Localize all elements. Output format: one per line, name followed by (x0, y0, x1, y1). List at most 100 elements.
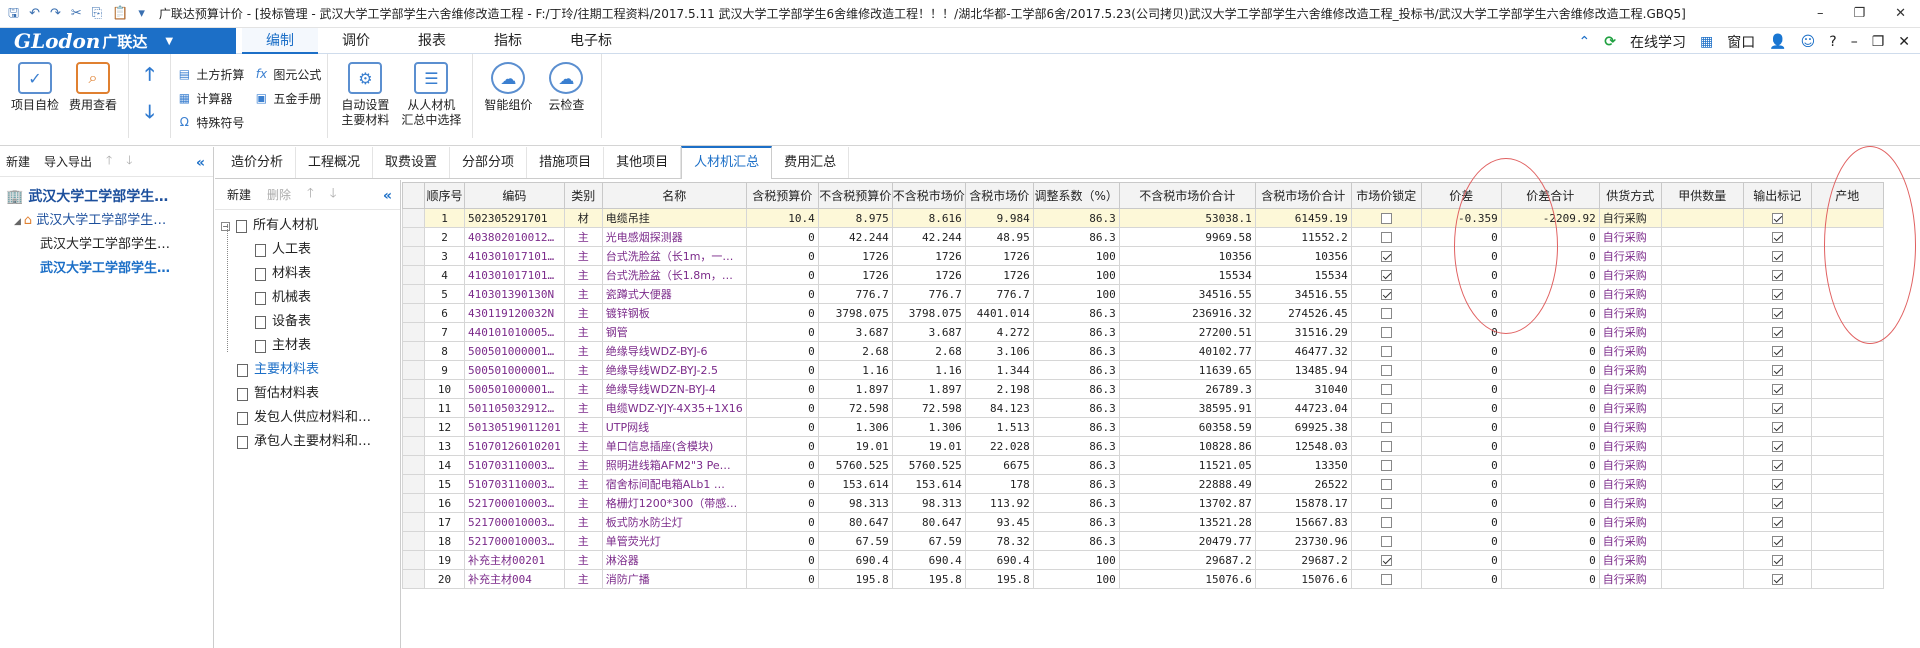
price-diff-total-cell[interactable]: 0 (1500, 303, 1600, 323)
row-header[interactable] (402, 227, 425, 247)
supply-cell[interactable]: 自行采购 (1598, 208, 1662, 228)
origin-cell[interactable] (1810, 436, 1884, 456)
employer-qty-cell[interactable] (1660, 265, 1744, 285)
table-row[interactable]: 12 501305190112​01 主 UTP网线 0 1.306 1.306 1.513 8… (402, 417, 1884, 437)
price-diff-total-cell[interactable]: 0 (1500, 341, 1600, 361)
supply-cell[interactable]: 自行采购 (1598, 265, 1662, 285)
origin-cell[interactable] (1810, 379, 1884, 399)
tax-budget-cell[interactable]: 0 (745, 341, 819, 361)
project-check-button[interactable]: ✓ 项目自检 (6, 62, 64, 138)
row-header[interactable] (402, 398, 425, 418)
tax-market-cell[interactable]: 48.95 (964, 227, 1034, 247)
employer-qty-cell[interactable] (1660, 436, 1744, 456)
price-diff-total-cell[interactable]: -2209.92 (1500, 208, 1600, 228)
formula-button[interactable]: fx 图元公式 (254, 64, 322, 84)
table-row[interactable]: 18 521700010003… 主单管荧光灯 0 67.59 67.59 78.32 86.… (402, 531, 1884, 551)
checkbox[interactable] (1771, 346, 1783, 357)
price-diff-total-cell[interactable]: 0 (1500, 379, 1600, 399)
notax-total-cell[interactable]: 22888.49 (1118, 474, 1256, 494)
name-cell[interactable]: 光电感烟探测器 (601, 227, 747, 247)
name-cell[interactable]: UTP网线 (601, 417, 747, 437)
category-cell[interactable]: 主 (563, 417, 603, 437)
notax-total-cell[interactable]: 10356 (1118, 246, 1256, 266)
delete-button[interactable]: 删除 (267, 188, 292, 202)
category-cell[interactable]: 主 (563, 360, 603, 380)
price-diff-total-cell[interactable]: 0 (1500, 417, 1600, 437)
tax-total-cell[interactable]: 31516.29 (1254, 322, 1352, 342)
tax-budget-cell[interactable]: 0 (745, 455, 819, 475)
table-row[interactable]: 5 410301390130N 主瓷蹲式大便器 0 776.7 776.7 776.7 100… (402, 284, 1884, 304)
notax-total-cell[interactable]: 40102.77 (1118, 341, 1256, 361)
supply-cell[interactable]: 自行采购 (1598, 417, 1662, 437)
category-key-materials[interactable]: 主要材料表 (215, 358, 400, 382)
tax-market-cell[interactable]: 3.106 (964, 341, 1034, 361)
code-cell[interactable]: 500501000001… (464, 341, 565, 361)
tax-budget-cell[interactable]: 0 (745, 398, 819, 418)
notax-market-cell[interactable]: 1726 (891, 246, 966, 266)
employer-qty-cell[interactable] (1660, 379, 1744, 399)
menu-item-etender[interactable]: 电子标 (570, 33, 612, 49)
code-cell[interactable]: 510701260102​01 (464, 436, 565, 456)
price-diff-cell[interactable]: 0 (1420, 436, 1502, 456)
price-diff-total-cell[interactable]: 0 (1500, 493, 1600, 513)
notax-market-cell[interactable]: 67.59 (891, 531, 966, 551)
tax-market-cell[interactable]: 113.92 (964, 493, 1034, 513)
tax-market-cell[interactable]: 1726 (964, 265, 1034, 285)
tree-item-selected[interactable]: 武汉大学工学部学生… (40, 261, 171, 276)
table-row[interactable]: 20 补充主材004 主消防广播 0 195.8 195.8 195.8 100 15076.6… (402, 569, 1884, 589)
tax-total-cell[interactable]: 31040 (1254, 379, 1352, 399)
col-header-notax-market-total[interactable]: 不含税市场价合计 (1118, 182, 1256, 209)
price-diff-cell[interactable]: 0 (1420, 360, 1502, 380)
checkbox[interactable] (1380, 460, 1392, 471)
employer-qty-cell[interactable] (1660, 360, 1744, 380)
code-cell[interactable]: 440101010005… (464, 322, 565, 342)
price-diff-cell[interactable]: 0 (1420, 265, 1502, 285)
category-cell[interactable]: 主 (563, 303, 603, 323)
tax-market-cell[interactable]: 84.123 (964, 398, 1034, 418)
tab-fee-settings[interactable]: 取费设置 (373, 147, 451, 178)
code-cell[interactable]: 510703110003… (464, 455, 565, 475)
price-diff-total-cell[interactable]: 0 (1500, 284, 1600, 304)
new-category-button[interactable]: 新建 (227, 188, 252, 202)
close-icon[interactable]: ✕ (1895, 6, 1906, 21)
paste-icon[interactable]: 📋 (112, 5, 129, 21)
adjust-cell[interactable]: 86.3 (1032, 436, 1120, 456)
seq-cell[interactable]: 8 (424, 341, 465, 361)
collapse-panel-icon[interactable]: « (195, 155, 205, 171)
row-header[interactable] (402, 379, 425, 399)
tax-budget-cell[interactable]: 0 (745, 265, 819, 285)
row-header[interactable] (402, 436, 425, 456)
notax-market-cell[interactable]: 1.897 (891, 379, 966, 399)
checkbox[interactable] (1771, 270, 1783, 281)
col-header-notax-budget-price[interactable]: 不含税预算价 (817, 182, 893, 209)
notax-market-cell[interactable]: 2.68 (891, 341, 966, 361)
tax-total-cell[interactable]: 23730.96 (1254, 531, 1352, 551)
adjust-cell[interactable]: 86.3 (1032, 303, 1120, 323)
row-header[interactable] (402, 265, 425, 285)
notax-total-cell[interactable]: 34516.55 (1118, 284, 1256, 304)
row-header[interactable] (402, 455, 425, 475)
origin-cell[interactable] (1810, 322, 1884, 342)
price-diff-cell[interactable]: 0 (1420, 303, 1502, 323)
supply-cell[interactable]: 自行采购 (1598, 512, 1662, 532)
adjust-cell[interactable]: 86.3 (1032, 208, 1120, 228)
tab-cost-analysis[interactable]: 造价分析 (219, 147, 297, 178)
category-cell[interactable]: 主 (563, 246, 603, 266)
supply-cell[interactable]: 自行采购 (1598, 379, 1662, 399)
employer-qty-cell[interactable] (1660, 455, 1744, 475)
col-header-name[interactable]: 名称 (601, 182, 747, 209)
restore-icon[interactable]: ❐ (1853, 6, 1866, 21)
category-cell[interactable]: 主 (563, 284, 603, 304)
checkbox[interactable] (1771, 422, 1783, 433)
tax-market-cell[interactable]: 22.028 (964, 436, 1034, 456)
origin-cell[interactable] (1810, 569, 1884, 589)
checkbox[interactable] (1380, 574, 1392, 585)
supply-cell[interactable]: 自行采购 (1598, 398, 1662, 418)
code-cell[interactable]: 补充主材00201 (464, 550, 565, 570)
checkbox[interactable] (1771, 403, 1783, 414)
adjust-cell[interactable]: 86.3 (1032, 379, 1120, 399)
notax-budget-cell[interactable]: 776.7 (817, 284, 893, 304)
employer-qty-cell[interactable] (1660, 493, 1744, 513)
price-diff-cell[interactable]: 0 (1420, 398, 1502, 418)
category-cell[interactable]: 主 (563, 265, 603, 285)
